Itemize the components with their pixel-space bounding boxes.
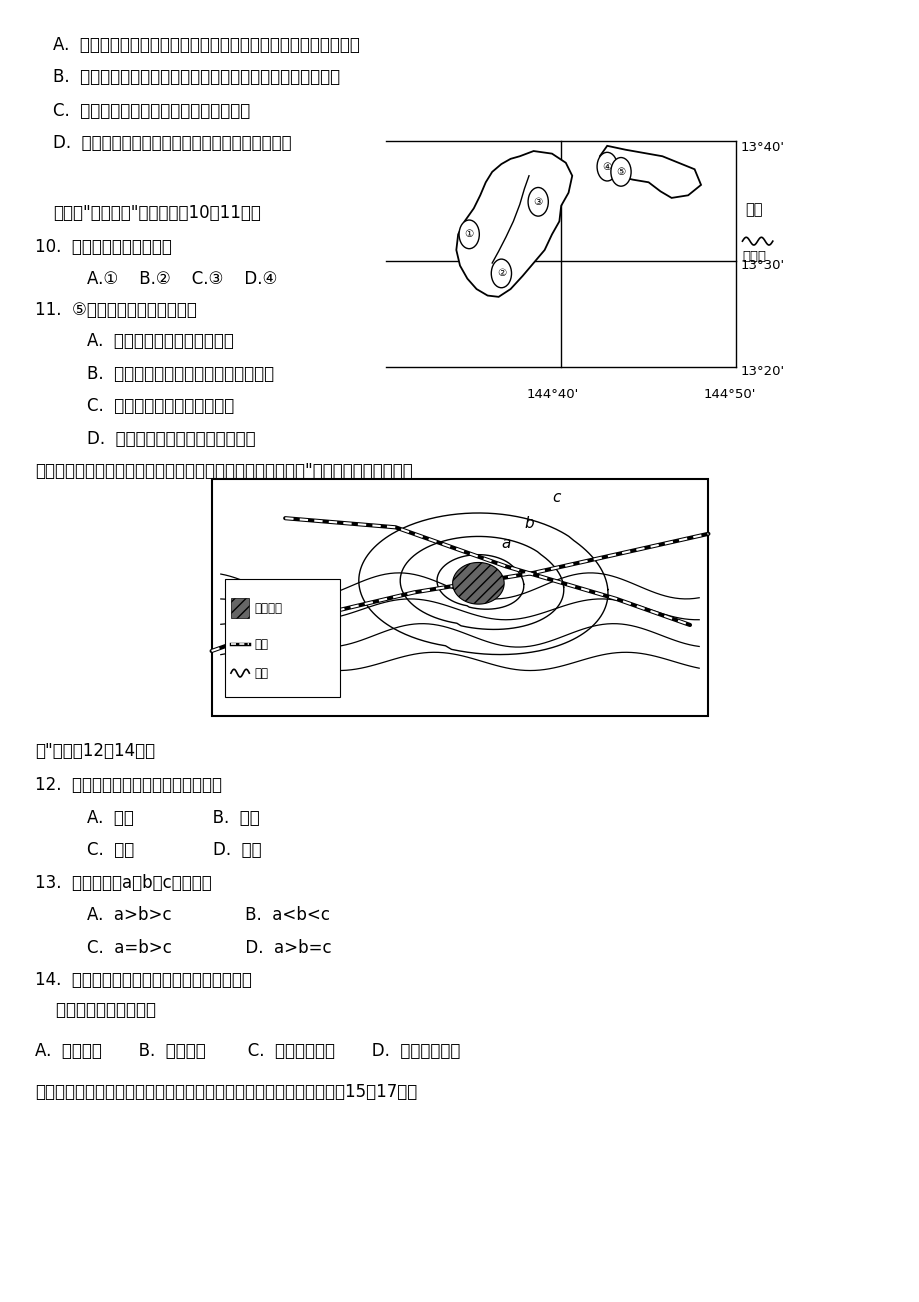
Text: a: a [501,535,510,551]
Text: 向外凸出的主要因素是: 向外凸出的主要因素是 [35,1001,156,1019]
Text: C.  a=b>c              D.  a>b=c: C. a=b>c D. a>b=c [87,939,332,957]
Text: A.①    B.②    C.③    D.④: A.① B.② C.③ D.④ [87,270,278,288]
Text: 河流: 河流 [255,667,268,680]
Text: 图例: 图例 [744,202,762,217]
Text: 144°40': 144°40' [526,388,578,401]
Text: A.  地形条件       B.  交通条件        C.  人口分布状况       D.  早期商业活动: A. 地形条件 B. 交通条件 C. 人口分布状况 D. 早期商业活动 [35,1042,460,1060]
Text: c: c [551,490,561,505]
Text: 中心城区: 中心城区 [255,602,282,615]
Polygon shape [456,151,572,297]
Text: 公路: 公路 [255,638,268,651]
Text: C.  政治               D.  气候: C. 政治 D. 气候 [87,841,262,859]
Text: ①: ① [464,229,473,240]
Text: A.  a>b>c              B.  a<b<c: A. a>b>c B. a<b<c [87,906,330,924]
Text: B.  乙、丙产业布局的集聚效应明显，主要是为了降低生产成本: B. 乙、丙产业布局的集聚效应明显，主要是为了降低生产成本 [53,68,340,86]
Circle shape [610,158,630,186]
Text: C.  地势较高，云雾少，降水少: C. 地势较高，云雾少，降水少 [87,397,234,415]
Text: 图"，回答12～14题。: 图"，回答12～14题。 [35,742,155,760]
Text: 11.  ⑤处建飞机场的有利条件是: 11. ⑤处建飞机场的有利条件是 [35,301,197,319]
Text: ④: ④ [602,161,611,172]
Polygon shape [452,562,504,604]
Text: A.  离海港近，便于客货的周转: A. 离海港近，便于客货的周转 [87,332,234,350]
Text: A.  河流               B.  资源: A. 河流 B. 资源 [87,809,260,827]
Text: b: b [524,516,533,531]
Text: 13°20': 13°20' [740,365,784,378]
Text: 12.  影响该城市早期形成的主要因素是: 12. 影响该城市早期形成的主要因素是 [35,776,221,794]
Text: 13.  图中等值线a、b、c的关系是: 13. 图中等值线a、b、c的关系是 [35,874,211,892]
Text: 13°40': 13°40' [740,141,784,154]
Bar [211,479,708,716]
Text: ③: ③ [533,197,542,207]
Bar [231,598,249,618]
Text: D.  地形平坦开阔，利于飞机的起降: D. 地形平坦开阔，利于飞机的起降 [87,430,255,448]
Text: 右图为"某岛屿图"，读图完成10～11题。: 右图为"某岛屿图"，读图完成10～11题。 [53,204,261,223]
Text: 10.  图中最适宜建港口的是: 10. 图中最适宜建港口的是 [35,238,172,256]
Text: C.  甲、乙、丙产业均属于劳动密集型产业: C. 甲、乙、丙产业均属于劳动密集型产业 [53,102,250,120]
Polygon shape [599,146,700,198]
Text: ②: ② [496,268,505,279]
Text: B.  该岛风景优美，游客多，经济效益好: B. 该岛风景优美，游客多，经济效益好 [87,365,274,383]
Text: D.  三种产业布局的变化体现了全球经济一体化趋势: D. 三种产业布局的变化体现了全球经济一体化趋势 [53,134,291,152]
Text: 经济因素是市场经济条件下影响城市功能分区的主要因素。读"某城市地租分布等值线: 经济因素是市场经济条件下影响城市功能分区的主要因素。读"某城市地租分布等值线 [35,462,413,480]
Text: ⑤: ⑤ [616,167,625,177]
Text: 144°50': 144°50' [703,388,755,401]
Text: 14.  造成图中局部地区地租分布等值线由中心: 14. 造成图中局部地区地租分布等值线由中心 [35,971,252,990]
Bar [225,579,340,697]
Circle shape [596,152,617,181]
Text: A.  甲产业因生产条件比较优势的变化，有从沿海向内地迁移的趋势: A. 甲产业因生产条件比较优势的变化，有从沿海向内地迁移的趋势 [53,36,360,55]
Text: 下图是亚洲东部某区域两个时刻的等压线图（单位：百帕），读图回答15～17题。: 下图是亚洲东部某区域两个时刻的等压线图（单位：百帕），读图回答15～17题。 [35,1083,416,1101]
Circle shape [528,187,548,216]
Circle shape [459,220,479,249]
Text: 13°30': 13°30' [740,259,784,272]
Circle shape [491,259,511,288]
Text: ～河流: ～河流 [742,250,766,263]
